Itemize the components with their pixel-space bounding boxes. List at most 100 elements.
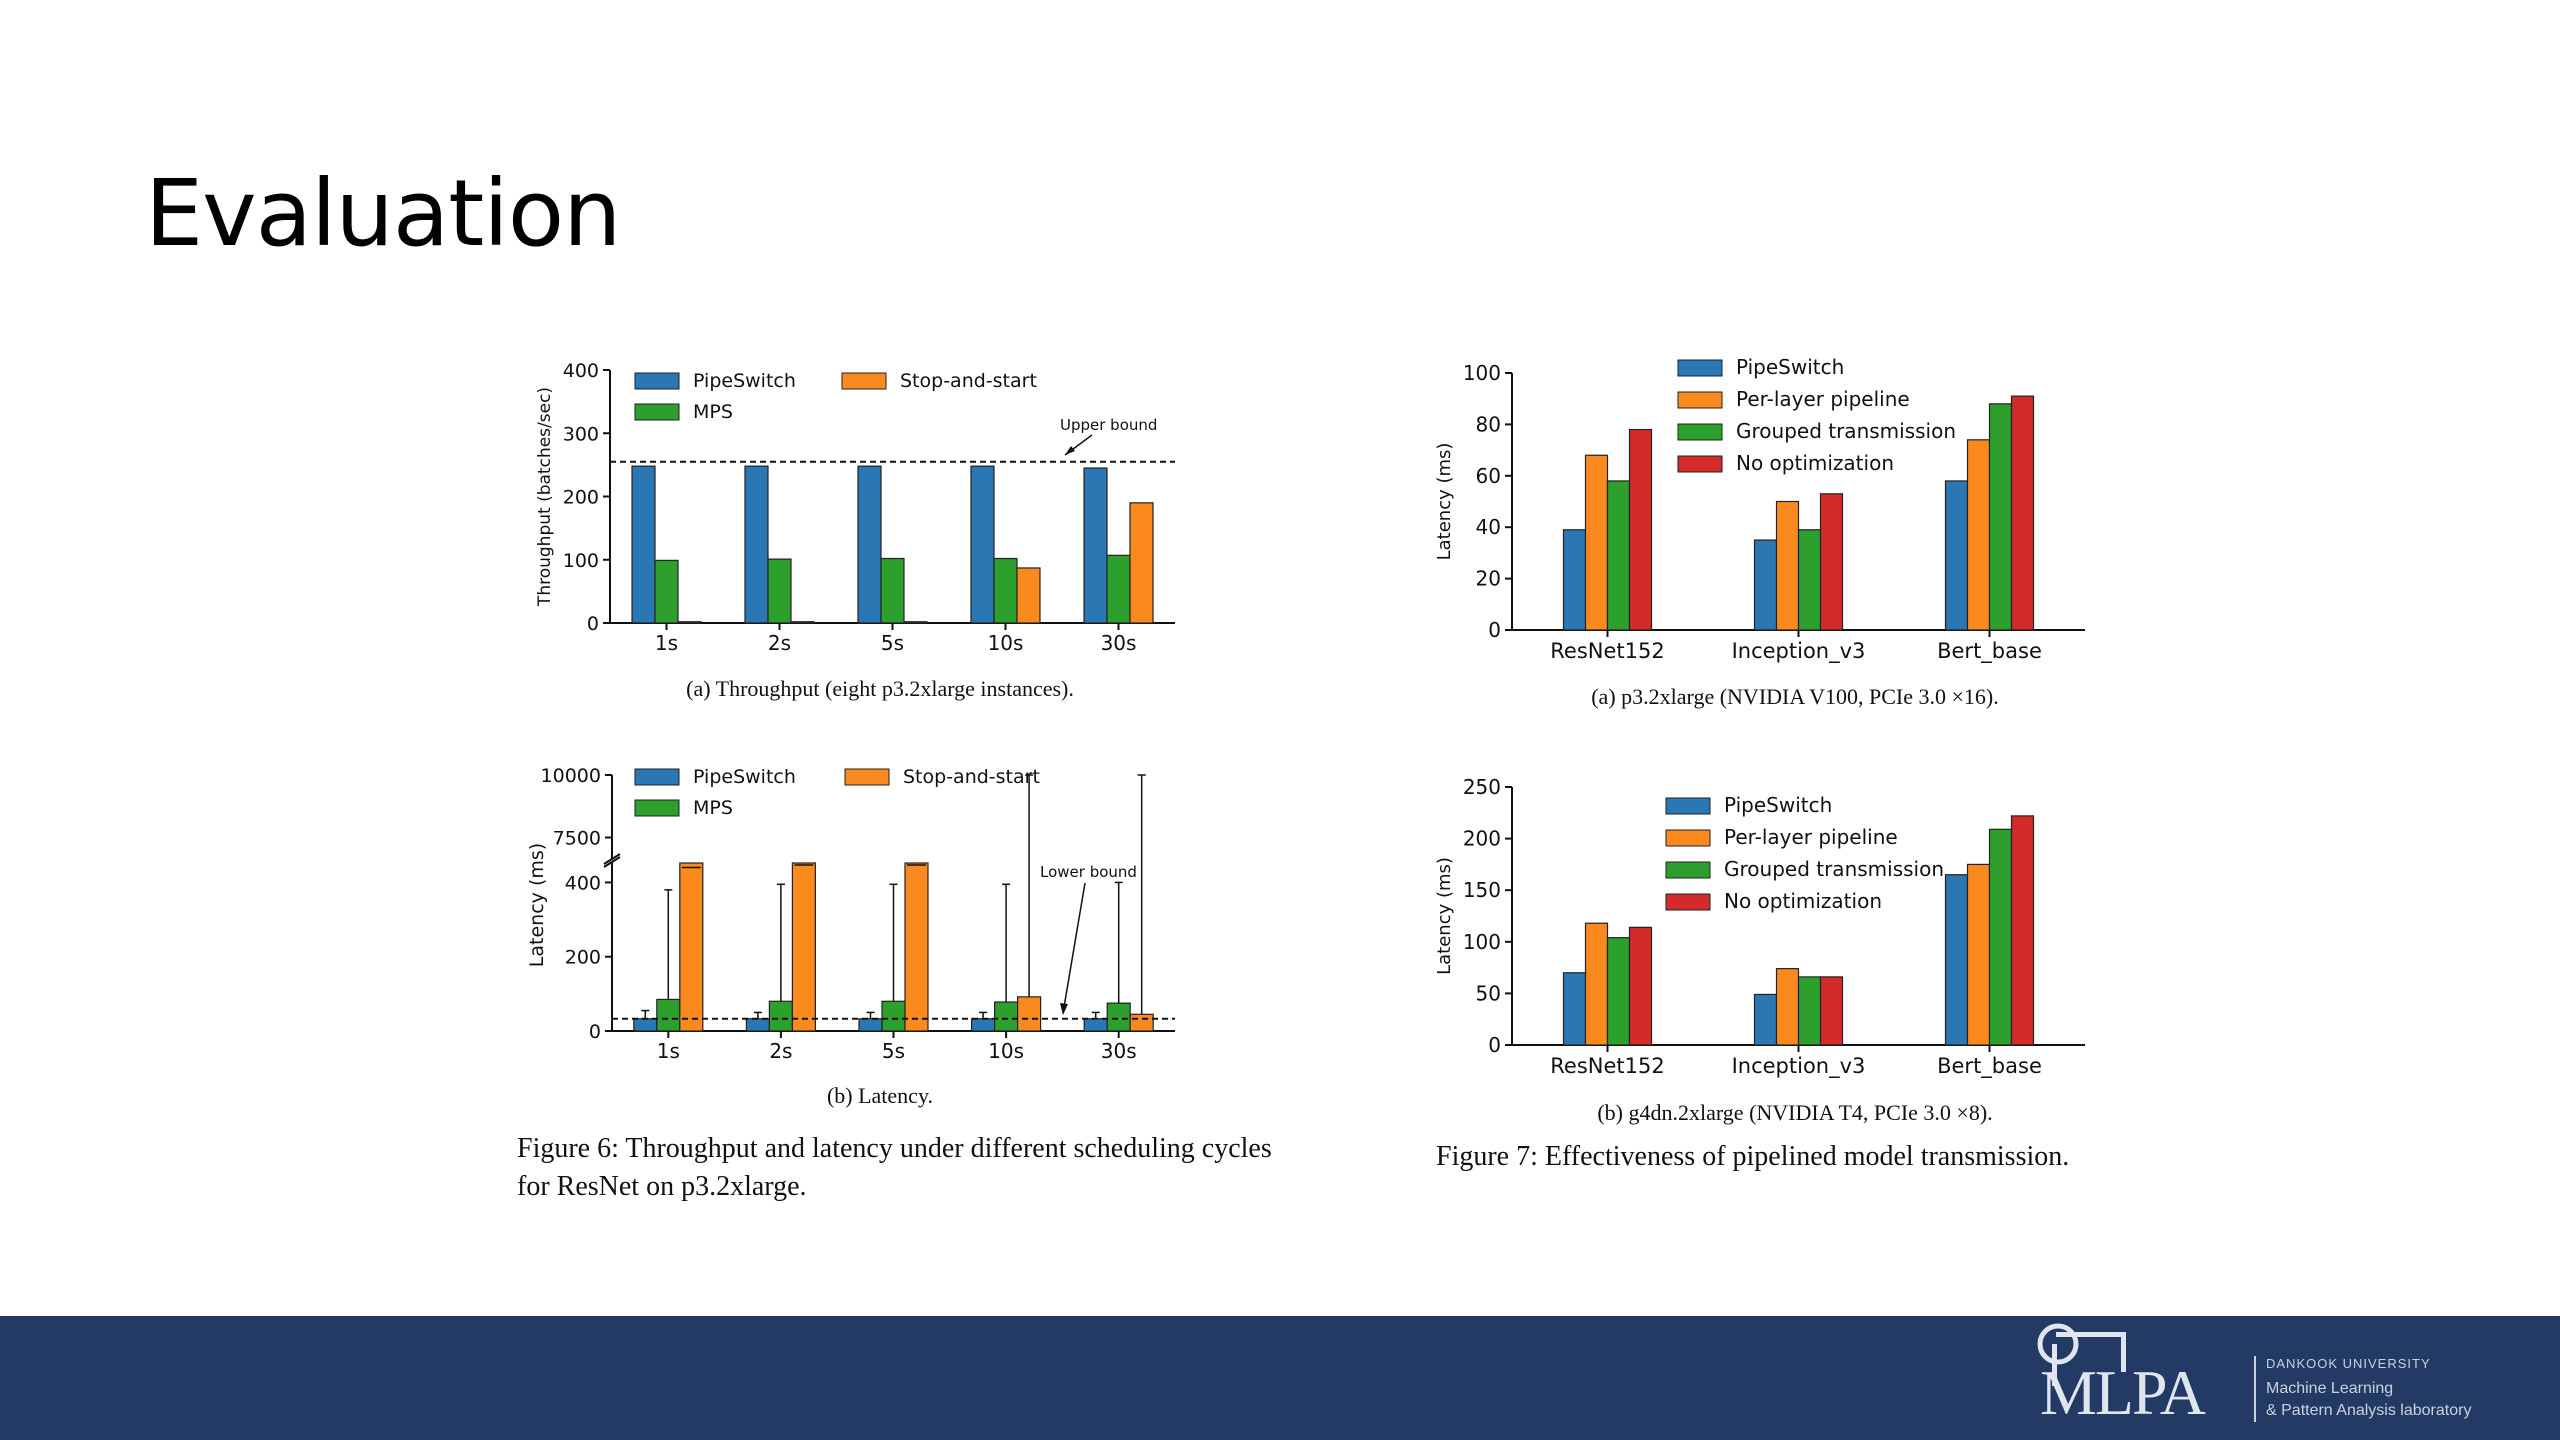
figure6-caption: Figure 6: Throughput and latency under d… [517,1133,1272,1202]
legend-swatch [634,768,680,786]
bar-stop-and-start [677,621,702,624]
bar-grouped-transmission [1988,403,2013,631]
bar-pipeswitch [1083,1018,1108,1032]
legend-label: PipeSwitch [693,766,796,788]
lower-bound-arrowhead [1060,1003,1068,1015]
legend-label: PipeSwitch [1724,793,1832,817]
logo-lab-name: Machine Learning & Pattern Analysis labo… [2266,1378,2471,1422]
legend-label: No optimization [1736,451,1894,475]
bar-mps [881,1000,906,1032]
bar-no-optimization [2010,395,2035,631]
y-tick-label: 100 [1463,361,1501,385]
bar-pipeswitch [1753,539,1778,631]
caption-fig7a: (a) p3.2xlarge (NVIDIA V100, PCIe 3.0 ×1… [1591,684,1999,709]
bar-pipeswitch [1944,480,1969,631]
x-tick-label: 2s [769,1039,792,1063]
bar-mps [654,559,679,624]
legend-swatch [1677,359,1723,377]
bar-pipeswitch [857,465,882,624]
lower-bound-arrow [1062,882,1086,1014]
logo-university: DANKOOK UNIVERSITY [2266,1356,2431,1371]
y-tick-label: 400 [565,872,601,894]
bar-mps [994,1001,1019,1032]
y-axis-label: Throughput (batches/sec) [535,387,555,607]
legend-label: Per-layer pipeline [1724,825,1898,849]
bar-per-layer-pipeline [1966,863,1991,1046]
bar-pipeswitch [858,1018,883,1032]
bar-per-layer-pipeline [1775,500,1800,631]
bar-grouped-transmission [1797,976,1822,1046]
slide-title: Evaluation [145,160,621,267]
bar-pipeswitch [971,1018,996,1032]
y-tick-label: 20 [1476,567,1501,591]
bar-pipeswitch [1562,972,1587,1046]
y-tick-label: 10000 [541,765,601,787]
x-tick-label: Inception_v3 [1732,1054,1866,1079]
x-tick-label: 5s [882,1039,905,1063]
chart-latency: 0 200 400 7500 10000 Latency (ms) 1s 2s 5s 10s 30s… [526,765,1175,1063]
y-tick-label: 0 [589,1021,601,1043]
x-tick-label: Inception_v3 [1732,639,1866,664]
bar-stop-and-start [790,621,815,624]
axis-break-mark [603,856,621,868]
y-tick-label: 250 [1463,775,1501,799]
legend-swatch [634,403,680,421]
legend-swatch [1665,829,1711,847]
bar-pipeswitch [1562,529,1587,631]
bar-stop-and-start [1129,1013,1154,1032]
lower-bound-label: Lower bound [1040,863,1137,881]
y-axis-label: Latency (ms) [1434,443,1455,561]
bar-no-optimization [1819,976,1844,1046]
bar-grouped-transmission [1606,480,1631,631]
legend-label: MPS [693,401,733,423]
y-tick-label: 40 [1476,515,1501,539]
figure7-caption: Figure 7: Effectiveness of pipelined mod… [1436,1141,2070,1172]
bar-stop-and-start [1016,567,1041,624]
lab-logo: MLPA DANKOOK UNIVERSITY Machine Learning… [2037,1320,2510,1430]
upper-bound-label: Upper bound [1060,416,1157,434]
y-tick-label: 150 [1463,878,1501,902]
x-tick-label: 10s [988,1039,1024,1063]
y-tick-label: 100 [1463,930,1501,954]
x-tick-label: ResNet152 [1550,1054,1664,1078]
bar-pipeswitch [744,465,769,624]
y-tick-label: 0 [1488,1033,1501,1057]
y-axis-label: Latency (ms) [526,843,548,967]
bar-mps [993,557,1018,624]
bar-pipeswitch [745,1018,770,1032]
y-tick-label: 100 [563,550,599,572]
bar-pipeswitch [633,1018,658,1032]
x-tick-label: 1s [655,631,678,655]
bar-stop-and-start [903,621,928,624]
logo-separator [2254,1356,2256,1422]
bar-mps [656,998,681,1032]
y-tick-label: 0 [587,613,599,635]
bar-grouped-transmission [1797,529,1822,631]
y-tick-label: 60 [1476,464,1501,488]
y-tick-label: 80 [1476,412,1501,436]
y-tick-label: 400 [563,360,599,382]
x-tick-label: 2s [768,631,791,655]
legend-label: MPS [693,797,733,819]
y-tick-label: 0 [1488,618,1501,642]
upper-bound-arrowhead [1065,446,1075,455]
logo-lab-line1: Machine Learning [2266,1380,2394,1397]
logo-mark-icon [2037,1323,2126,1386]
bar-stop-and-start [904,862,929,1032]
legend-label: No optimization [1724,889,1882,913]
bar-mps [880,557,905,624]
caption-fig7b: (b) g4dn.2xlarge (NVIDIA T4, PCIe 3.0 ×8… [1597,1100,1993,1125]
legend-swatch [1677,455,1723,473]
legend-label: Grouped transmission [1724,857,1944,881]
y-tick-label: 200 [563,487,599,509]
bar-grouped-transmission [1988,828,2013,1046]
bar-stop-and-start [1017,996,1042,1032]
x-tick-label: 10s [988,631,1024,655]
legend-swatch [1665,797,1711,815]
x-tick-label: ResNet152 [1550,639,1664,663]
bar-pipeswitch [631,465,656,624]
chart-transmission-t4: 0 50 100 150 200 250 Latency (ms) ResNet152 Ince… [1434,775,2085,1079]
chart-transmission-v100: 0 20 40 60 80 100 Latency (ms) ResNet152 Incepti… [1434,355,2085,664]
y-tick-label: 200 [1463,827,1501,851]
legend-swatch [841,372,887,390]
